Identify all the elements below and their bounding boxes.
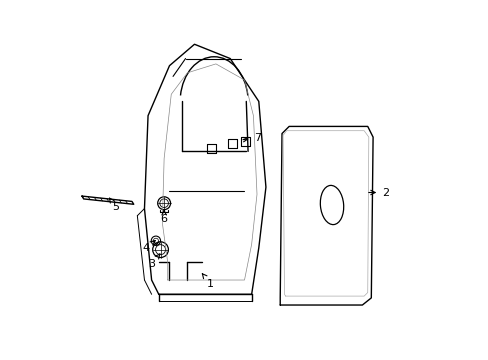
Text: 6: 6	[160, 211, 167, 224]
Text: 1: 1	[202, 274, 214, 289]
Text: 2: 2	[368, 188, 388, 198]
Text: 3: 3	[148, 254, 160, 269]
Text: 4: 4	[142, 241, 155, 253]
Text: 5: 5	[109, 198, 119, 212]
Text: 7: 7	[243, 133, 261, 143]
